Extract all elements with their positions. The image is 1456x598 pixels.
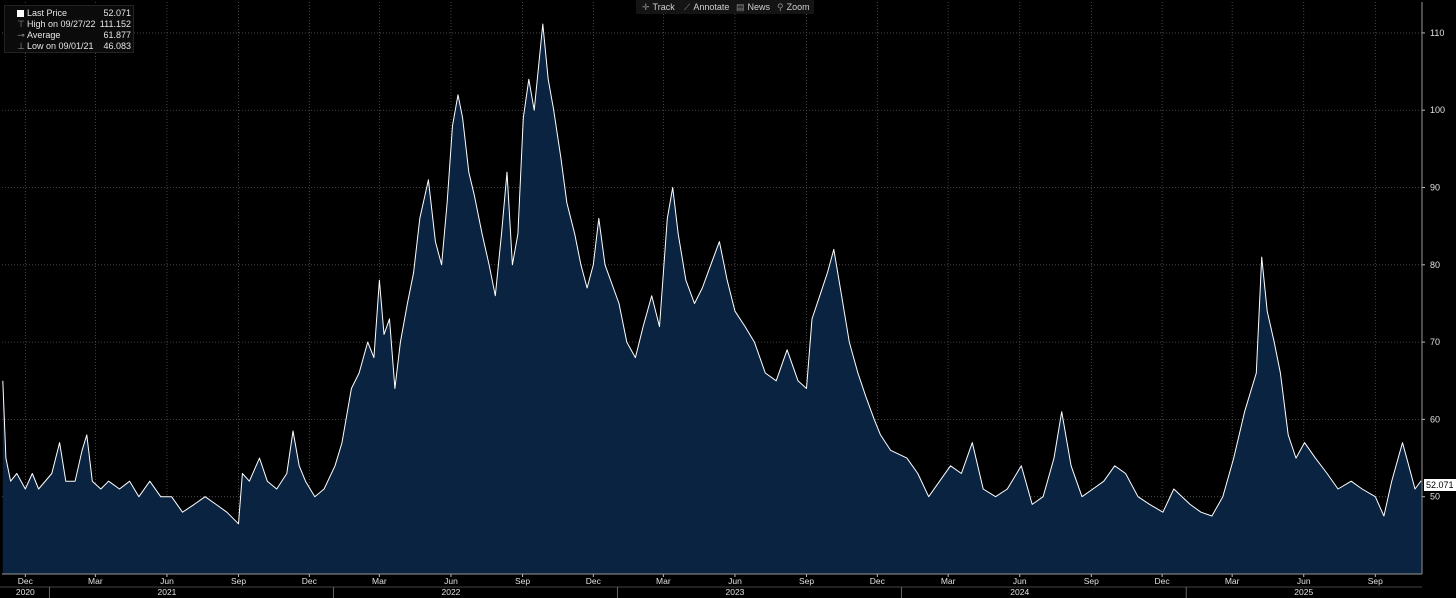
month-tick-label: Sep bbox=[1084, 576, 1099, 586]
zoom-label: Zoom bbox=[786, 2, 810, 12]
tick-labels: 50 60 70 80 90 100 110 Dec Mar Jun Sep Dec Mar Jun Sep… bbox=[16, 28, 1445, 597]
legend-label: High on 09/27/22 bbox=[27, 19, 96, 29]
y-tick-label: 90 bbox=[1430, 183, 1440, 193]
zoom-button[interactable]: ⚲ Zoom bbox=[777, 0, 810, 14]
chart-toolbar: ✛ Track ⟋ Annotate ▤ News ⚲ Zoom bbox=[636, 0, 814, 14]
legend-low: ⊥ Low on 09/01/21 46.083 bbox=[5, 41, 131, 52]
y-tick-label: 100 bbox=[1430, 105, 1445, 115]
track-label: Track bbox=[652, 2, 675, 12]
month-tick-label: Sep bbox=[515, 576, 530, 586]
high-marker-icon: ⊤ bbox=[17, 19, 25, 29]
year-tick-label: 2022 bbox=[441, 587, 460, 597]
legend-label: Low on 09/01/21 bbox=[27, 41, 94, 51]
series-swatch-icon bbox=[17, 10, 24, 17]
last-price-tag: 52.071 bbox=[1424, 479, 1456, 491]
annotate-button[interactable]: ⟋ Annotate bbox=[684, 0, 729, 14]
month-tick-label: Jun bbox=[1297, 576, 1311, 586]
y-tick-label: 110 bbox=[1430, 28, 1444, 38]
month-tick-label: Dec bbox=[18, 576, 34, 586]
track-button[interactable]: ✛ Track bbox=[642, 0, 675, 14]
y-tick-label: 60 bbox=[1430, 414, 1440, 424]
axes bbox=[0, 2, 1425, 598]
legend-value: 61.877 bbox=[103, 30, 131, 40]
month-tick-label: Jun bbox=[444, 576, 458, 586]
magnifier-icon: ⚲ bbox=[777, 2, 784, 12]
year-tick-label: 2020 bbox=[16, 587, 35, 597]
year-tick-label: 2021 bbox=[157, 587, 176, 597]
year-tick-label: 2023 bbox=[725, 587, 744, 597]
month-tick-label: Mar bbox=[656, 576, 671, 586]
legend-value: 46.083 bbox=[103, 41, 131, 51]
month-tick-label: Dec bbox=[1155, 576, 1171, 586]
news-button[interactable]: ▤ News bbox=[736, 0, 770, 14]
month-tick-label: Sep bbox=[1368, 576, 1383, 586]
price-area-fill bbox=[2, 24, 1422, 574]
annotate-label: Annotate bbox=[693, 2, 730, 12]
month-tick-label: Jun bbox=[160, 576, 174, 586]
month-tick-label: Sep bbox=[799, 576, 814, 586]
legend-value: 111.152 bbox=[99, 19, 131, 29]
year-tick-label: 2025 bbox=[1294, 587, 1313, 597]
legend-label: Last Price bbox=[27, 8, 68, 18]
month-tick-label: Sep bbox=[231, 576, 246, 586]
news-icon: ▤ bbox=[736, 2, 745, 12]
month-tick-label: Mar bbox=[88, 576, 103, 586]
legend-box: Last Price 52.071 ⊤ High on 09/27/22 111… bbox=[4, 5, 134, 53]
news-label: News bbox=[747, 2, 771, 12]
legend-value: 52.071 bbox=[103, 8, 131, 18]
year-tick-label: 2024 bbox=[1010, 587, 1029, 597]
legend-label: Average bbox=[27, 30, 61, 40]
month-tick-label: Mar bbox=[372, 576, 387, 586]
low-marker-icon: ⊥ bbox=[17, 41, 25, 51]
price-line[interactable] bbox=[2, 23, 1422, 525]
month-tick-label: Jun bbox=[1013, 576, 1027, 586]
legend-average: ⊸ Average 61.877 bbox=[5, 30, 131, 41]
legend-high: ⊤ High on 09/27/22 111.152 bbox=[5, 19, 131, 30]
month-tick-label: Dec bbox=[586, 576, 602, 586]
average-marker-icon: ⊸ bbox=[17, 30, 25, 40]
y-tick-label: 80 bbox=[1430, 260, 1440, 270]
month-tick-label: Mar bbox=[1225, 576, 1240, 586]
pencil-icon: ⟋ bbox=[684, 2, 691, 12]
month-tick-label: Mar bbox=[941, 576, 956, 586]
crosshair-icon: ✛ bbox=[642, 2, 650, 12]
y-tick-label: 50 bbox=[1430, 492, 1440, 502]
y-tick-label: 70 bbox=[1430, 337, 1440, 347]
legend-last-price[interactable]: Last Price 52.071 bbox=[5, 8, 131, 19]
month-tick-label: Jun bbox=[728, 576, 742, 586]
month-tick-label: Dec bbox=[870, 576, 886, 586]
month-tick-label: Dec bbox=[302, 576, 318, 586]
